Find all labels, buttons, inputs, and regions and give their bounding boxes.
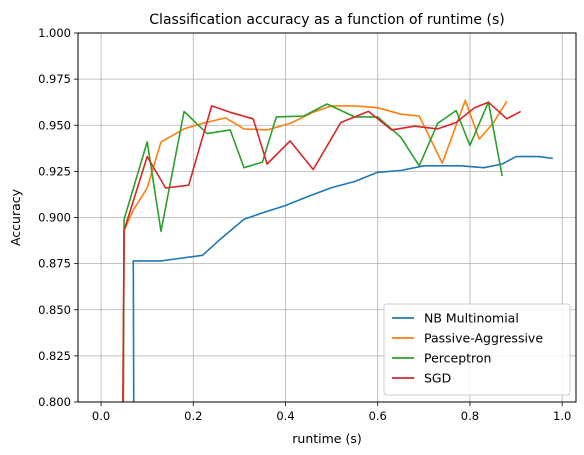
legend: NB Multinomial Passive-Aggressive Perceptr… (383, 303, 571, 396)
y-axis-title: Accuracy (8, 188, 23, 246)
y-tick-label: 0.800 (38, 395, 71, 409)
x-tick-label: 0.8 (461, 409, 479, 423)
chart-title: Classification accuracy as a function of… (149, 12, 504, 28)
y-tick-label: 0.950 (38, 118, 71, 132)
legend-box (383, 303, 571, 396)
x-tick-label: 0.6 (369, 409, 387, 423)
series-line-nb-multinomial (132, 155, 554, 402)
x-tick-label: 1.0 (553, 409, 571, 423)
y-tick-label: 0.850 (38, 303, 71, 317)
y-tick-label: 0.900 (38, 211, 71, 225)
y-tick-label: 0.975 (38, 72, 71, 86)
y-tick-label: 0.925 (38, 164, 71, 178)
series-line-sgd (122, 101, 522, 402)
x-tick-label: 0.4 (276, 409, 294, 423)
series-lines (122, 99, 554, 402)
legend-label: Perceptron (424, 351, 491, 366)
series-line-passive-aggressive (122, 99, 508, 402)
x-axis-title: runtime (s) (292, 431, 361, 446)
y-axis-ticks: 0.800 0.825 0.850 0.875 0.900 0.925 0.950 0.975… (38, 26, 78, 409)
legend-label: SGD (424, 371, 451, 386)
series-line-perceptron (122, 101, 503, 402)
x-tick-label: 0.2 (184, 409, 202, 423)
x-tick-label: 0.0 (92, 409, 110, 423)
legend-label: Passive-Aggressive (424, 331, 543, 346)
y-tick-label: 0.825 (38, 349, 71, 363)
legend-label: NB Multinomial (424, 311, 519, 326)
y-tick-label: 0.875 (38, 257, 71, 271)
y-tick-label: 1.000 (38, 26, 71, 40)
x-axis-ticks: 0.0 0.2 0.4 0.6 0.8 1.0 (92, 402, 571, 423)
